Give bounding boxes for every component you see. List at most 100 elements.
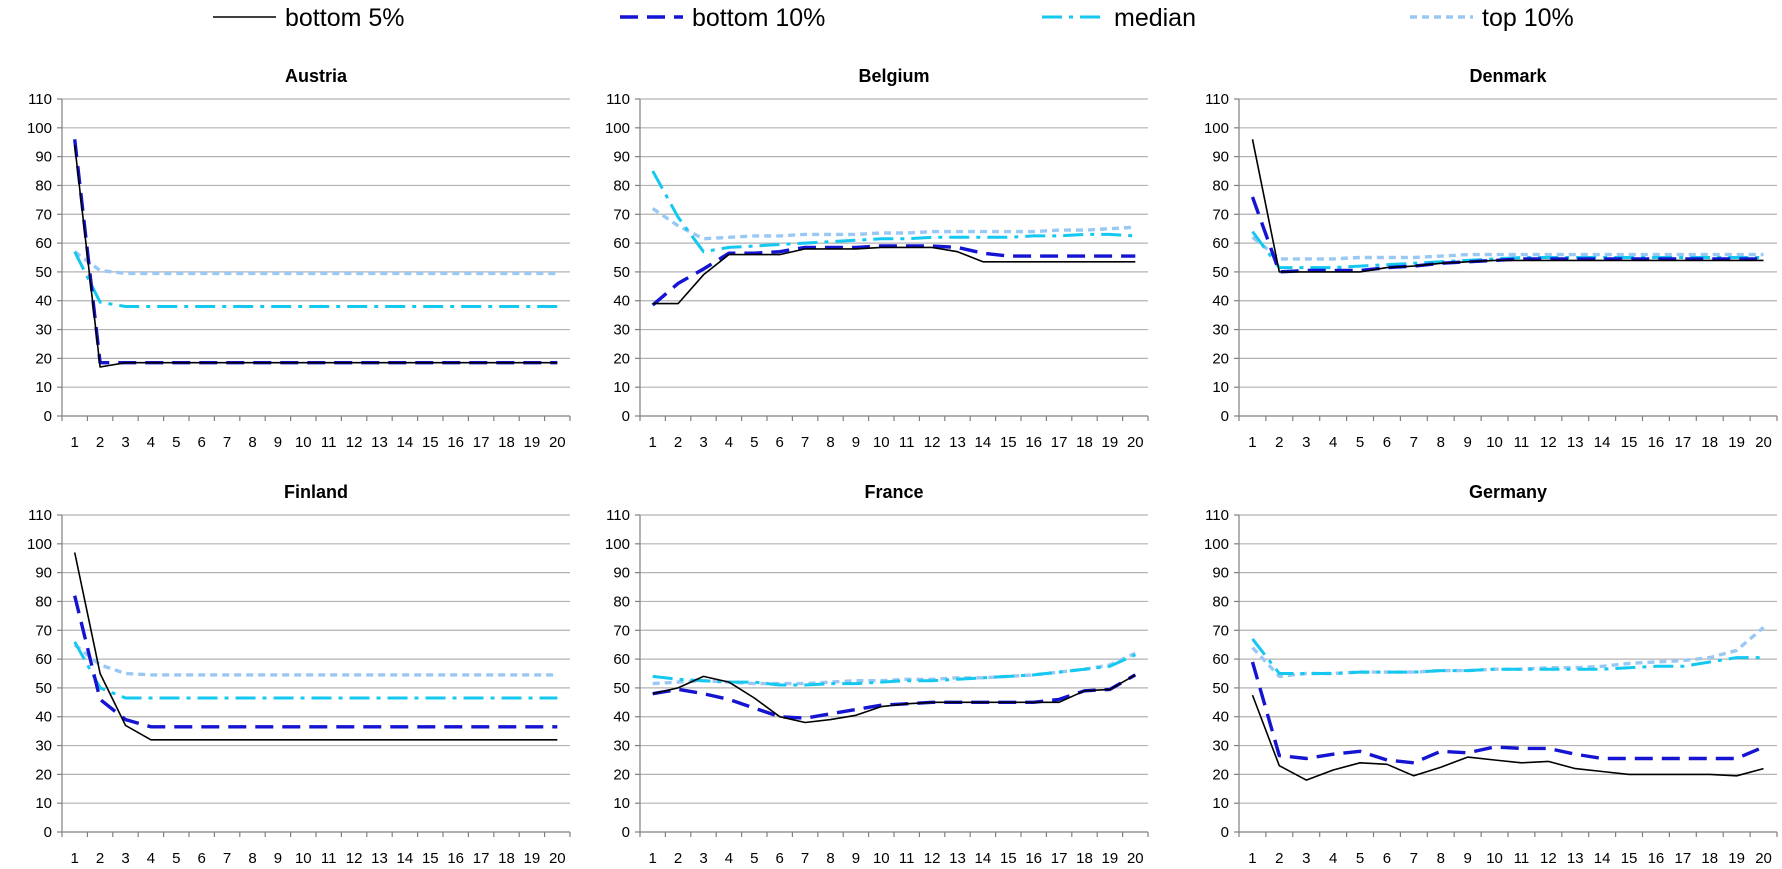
series-line-t10 xyxy=(73,643,558,677)
series-line-med xyxy=(73,251,558,308)
y-tick-label: 0 xyxy=(1221,824,1229,841)
x-tick-label: 16 xyxy=(447,434,464,451)
x-tick-label: 2 xyxy=(96,850,104,867)
x-tick-label: 1 xyxy=(71,850,79,867)
x-tick-label: 7 xyxy=(1410,434,1418,451)
x-tick-label: 19 xyxy=(1102,850,1119,867)
x-tick-label: 4 xyxy=(725,434,733,451)
x-tick-label: 19 xyxy=(1728,850,1745,867)
y-tick-label: 100 xyxy=(27,120,52,137)
y-tick-label: 50 xyxy=(35,680,52,697)
chart-title: Austria xyxy=(285,66,348,86)
x-tick-label: 9 xyxy=(852,434,860,451)
x-tick-label: 15 xyxy=(1621,850,1638,867)
x-tick-label: 18 xyxy=(498,434,515,451)
y-tick-label: 40 xyxy=(613,293,630,310)
y-tick-label: 50 xyxy=(613,264,630,281)
y-tick-label: 70 xyxy=(613,622,630,639)
x-tick-label: 1 xyxy=(649,434,657,451)
x-tick-label: 7 xyxy=(1410,850,1418,867)
series-line-med xyxy=(652,653,1136,687)
x-tick-label: 12 xyxy=(346,434,363,451)
y-tick-label: 30 xyxy=(1212,738,1229,755)
y-tick-label: 80 xyxy=(35,177,52,194)
y-tick-label: 30 xyxy=(35,738,52,755)
chart-title: Belgium xyxy=(858,66,929,86)
legend-item-t10: top 10% xyxy=(1410,4,1574,32)
x-tick-label: 8 xyxy=(826,434,834,451)
x-tick-label: 5 xyxy=(750,850,758,867)
y-tick-label: 80 xyxy=(1212,593,1229,610)
x-tick-label: 6 xyxy=(776,850,784,867)
x-tick-label: 16 xyxy=(447,850,464,867)
x-tick-label: 16 xyxy=(1025,434,1042,451)
y-tick-label: 30 xyxy=(613,738,630,755)
y-tick-label: 60 xyxy=(613,235,630,252)
x-tick-label: 20 xyxy=(549,434,566,451)
x-tick-label: 17 xyxy=(1051,850,1068,867)
series-line-b10 xyxy=(1250,661,1765,765)
y-tick-label: 100 xyxy=(1204,536,1229,553)
x-tick-label: 20 xyxy=(1127,434,1144,451)
x-tick-label: 9 xyxy=(274,850,282,867)
y-tick-label: 90 xyxy=(1212,149,1229,166)
y-tick-label: 30 xyxy=(1212,322,1229,339)
x-tick-label: 19 xyxy=(524,850,541,867)
x-tick-label: 17 xyxy=(473,850,490,867)
y-tick-label: 110 xyxy=(1205,507,1229,524)
y-tick-label: 30 xyxy=(613,322,630,339)
x-tick-label: 6 xyxy=(1383,850,1391,867)
x-tick-label: 9 xyxy=(274,434,282,451)
y-tick-label: 100 xyxy=(605,120,630,137)
x-tick-label: 11 xyxy=(321,850,337,867)
y-tick-label: 50 xyxy=(1212,680,1229,697)
x-tick-label: 3 xyxy=(121,434,129,451)
y-tick-label: 20 xyxy=(1212,766,1229,783)
legend-item-med: median xyxy=(1042,4,1196,32)
x-tick-label: 17 xyxy=(1051,434,1068,451)
y-tick-label: 0 xyxy=(44,408,52,425)
x-tick-label: 18 xyxy=(1701,850,1718,867)
x-tick-label: 5 xyxy=(1356,850,1364,867)
legend-item-b10: bottom 10% xyxy=(620,4,825,32)
x-tick-label: 18 xyxy=(1701,434,1718,451)
y-tick-label: 0 xyxy=(622,408,630,425)
y-tick-label: 40 xyxy=(1212,293,1229,310)
x-tick-label: 5 xyxy=(1356,434,1364,451)
series-line-t10 xyxy=(652,651,1137,686)
y-tick-label: 70 xyxy=(1212,622,1229,639)
y-tick-label: 20 xyxy=(613,766,630,783)
y-tick-label: 30 xyxy=(35,322,52,339)
x-tick-label: 2 xyxy=(674,434,682,451)
legend-label-med: median xyxy=(1114,4,1196,32)
x-tick-label: 1 xyxy=(1248,434,1256,451)
x-tick-label: 18 xyxy=(1076,434,1093,451)
x-tick-label: 11 xyxy=(899,434,915,451)
x-tick-label: 3 xyxy=(1302,434,1310,451)
x-tick-label: 18 xyxy=(498,850,515,867)
series-line-med xyxy=(1251,230,1764,270)
x-tick-label: 14 xyxy=(975,434,992,451)
x-tick-label: 14 xyxy=(397,850,414,867)
x-tick-label: 5 xyxy=(172,434,180,451)
x-tick-label: 15 xyxy=(1621,434,1638,451)
x-tick-label: 9 xyxy=(852,850,860,867)
x-tick-label: 12 xyxy=(1540,434,1557,451)
legend-item-b5: bottom 5% xyxy=(213,4,405,32)
y-tick-label: 20 xyxy=(35,350,52,367)
chart-title: France xyxy=(864,482,923,502)
x-tick-label: 8 xyxy=(1437,434,1445,451)
series-line-b5 xyxy=(652,674,1136,724)
series-line-b5 xyxy=(1251,694,1764,781)
x-tick-label: 20 xyxy=(1755,850,1772,867)
series-line-med xyxy=(1251,637,1764,675)
x-tick-label: 7 xyxy=(223,434,231,451)
x-tick-label: 14 xyxy=(975,850,992,867)
x-tick-label: 10 xyxy=(295,850,312,867)
y-tick-label: 100 xyxy=(605,536,630,553)
y-tick-label: 110 xyxy=(606,507,630,524)
x-tick-label: 17 xyxy=(473,434,490,451)
x-tick-label: 19 xyxy=(524,434,541,451)
